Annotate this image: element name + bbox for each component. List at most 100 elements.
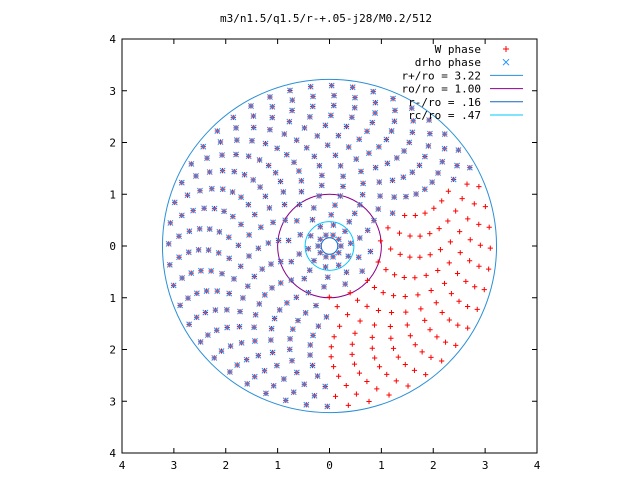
- w-phase-point: [369, 334, 375, 340]
- drho-phase-point: [390, 95, 396, 102]
- chart-title: m3/n1.5/q1.5/r-+.05-j28/M0.2/512: [220, 12, 432, 25]
- drho-phase-point: [375, 143, 382, 150]
- w-phase-point: [383, 267, 389, 273]
- drho-phase-point: [266, 204, 273, 211]
- drho-phase-point: [186, 321, 193, 328]
- drho-phase-point: [280, 188, 287, 195]
- w-phase-point: [447, 239, 454, 245]
- drho-phase-point: [195, 246, 202, 253]
- drho-phase-point: [295, 317, 301, 324]
- drho-phase-point: [317, 236, 324, 243]
- drho-phase-point: [343, 269, 350, 276]
- w-phase-point: [445, 218, 451, 224]
- drho-phase-point: [202, 309, 209, 316]
- drho-phase-point: [176, 254, 183, 261]
- drho-phase-point: [231, 168, 238, 175]
- w-phase-point: [465, 325, 471, 331]
- drho-phase-point: [257, 184, 264, 191]
- drho-phase-point: [324, 142, 331, 149]
- w-phase-point: [476, 221, 482, 227]
- x-tick-label: 2: [222, 459, 229, 472]
- legend-label: r+/ro = 3.22: [402, 69, 481, 82]
- drho-phase-point: [197, 267, 204, 274]
- drho-phase-point: [196, 225, 203, 232]
- w-phase-point: [428, 287, 434, 294]
- w-phase-point: [391, 272, 398, 278]
- drho-phase-point: [234, 362, 241, 368]
- drho-phase-point: [286, 118, 293, 125]
- legend-label: rc/ro = .47: [408, 109, 481, 122]
- w-phase-point: [336, 373, 342, 379]
- drho-phase-point: [280, 376, 287, 382]
- drho-phase-point: [166, 261, 173, 268]
- drho-phase-point: [211, 354, 218, 361]
- drho-phase-point: [359, 191, 366, 198]
- drho-phase-point: [314, 132, 321, 139]
- w-phase-point: [412, 275, 418, 281]
- drho-phase-point: [245, 153, 252, 160]
- drho-phase-point: [208, 185, 215, 192]
- w-phase-point: [372, 355, 378, 361]
- legend-label: ro/ro = 1.00: [402, 83, 481, 96]
- drho-phase-point: [288, 258, 295, 265]
- drho-phase-point: [372, 110, 379, 116]
- drho-phase-point: [311, 392, 318, 399]
- drho-phase-point: [364, 227, 371, 234]
- drho-phase-point: [400, 174, 407, 181]
- w-phase-point: [343, 382, 349, 389]
- w-phase-point: [422, 317, 428, 324]
- drho-phase-point: [270, 219, 277, 226]
- drho-phase-point: [193, 314, 200, 321]
- w-phase-point: [465, 216, 471, 222]
- drho-phase-point: [246, 253, 252, 260]
- drho-phase-point: [330, 253, 336, 260]
- drho-phase-point: [322, 383, 329, 390]
- drho-phase-point: [263, 390, 269, 397]
- drho-phase-point: [408, 105, 415, 112]
- w-phase-point: [377, 238, 384, 244]
- x-tick-label: 0: [326, 459, 333, 472]
- drho-phase-point: [315, 323, 322, 330]
- drho-phase-point: [233, 137, 240, 144]
- w-phase-point: [349, 351, 355, 358]
- w-phase-point: [434, 334, 440, 340]
- drho-phase-point: [351, 104, 358, 111]
- drho-phase-point: [237, 308, 243, 315]
- reference-circle: [161, 78, 498, 414]
- drho-phase-point: [190, 207, 197, 214]
- drho-phase-point: [330, 102, 337, 109]
- drho-phase-point: [370, 88, 377, 95]
- drho-phase-point: [217, 139, 224, 145]
- w-phase-point: [387, 323, 393, 330]
- w-phase-point: [437, 247, 444, 253]
- drho-phase-point: [226, 255, 233, 262]
- drho-phase-point: [307, 232, 314, 239]
- w-phase-point: [388, 309, 395, 316]
- w-phase-point: [436, 226, 442, 232]
- drho-phase-point: [307, 352, 314, 358]
- drho-phase-point: [201, 205, 208, 212]
- drho-phase-point: [241, 171, 248, 178]
- legend-swatch: [503, 46, 509, 52]
- w-phase-point: [375, 259, 381, 265]
- drho-phase-point: [364, 128, 370, 135]
- w-phase-point: [412, 342, 418, 348]
- drho-phase-point: [277, 178, 284, 185]
- drho-phase-point: [403, 193, 409, 200]
- drho-phase-point: [342, 228, 348, 235]
- w-phase-point: [328, 344, 334, 350]
- drho-phase-point: [211, 205, 218, 212]
- drho-phase-point: [224, 324, 231, 331]
- drho-phase-point: [450, 176, 457, 183]
- w-phase-point: [487, 245, 493, 251]
- drho-phase-point: [345, 253, 352, 260]
- w-phase-point: [439, 358, 445, 364]
- drho-phase-point: [251, 338, 258, 344]
- drho-phase-point: [243, 356, 250, 363]
- w-phase-point: [330, 364, 337, 370]
- drho-phase-point: [358, 168, 364, 175]
- drho-phase-point: [291, 159, 297, 166]
- drho-phase-point: [335, 236, 342, 243]
- w-phase-point: [352, 330, 358, 336]
- drho-phase-point: [256, 300, 263, 307]
